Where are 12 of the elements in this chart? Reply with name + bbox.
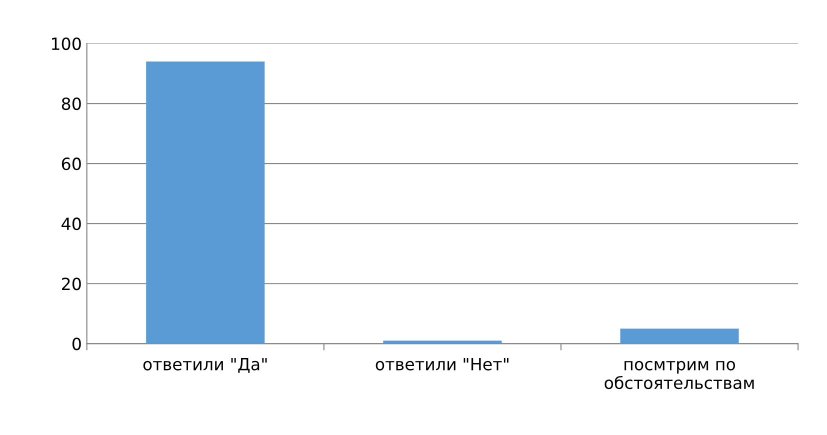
y-tick-label: 20	[62, 278, 81, 290]
x-tick-label: ответили "Да"	[143, 358, 267, 373]
y-tick-label: 0	[72, 338, 81, 350]
x-tick-label: посмтрим по обстоятельствам	[604, 360, 754, 390]
bar	[383, 340, 502, 344]
y-tick-label: 60	[62, 158, 81, 170]
y-tick-label: 40	[62, 218, 81, 230]
x-tick-label: ответили "Нет"	[376, 358, 508, 370]
bar	[146, 62, 265, 344]
y-tick-label: 100	[52, 37, 81, 50]
y-tick-label: 80	[62, 97, 81, 110]
bar	[620, 328, 739, 344]
